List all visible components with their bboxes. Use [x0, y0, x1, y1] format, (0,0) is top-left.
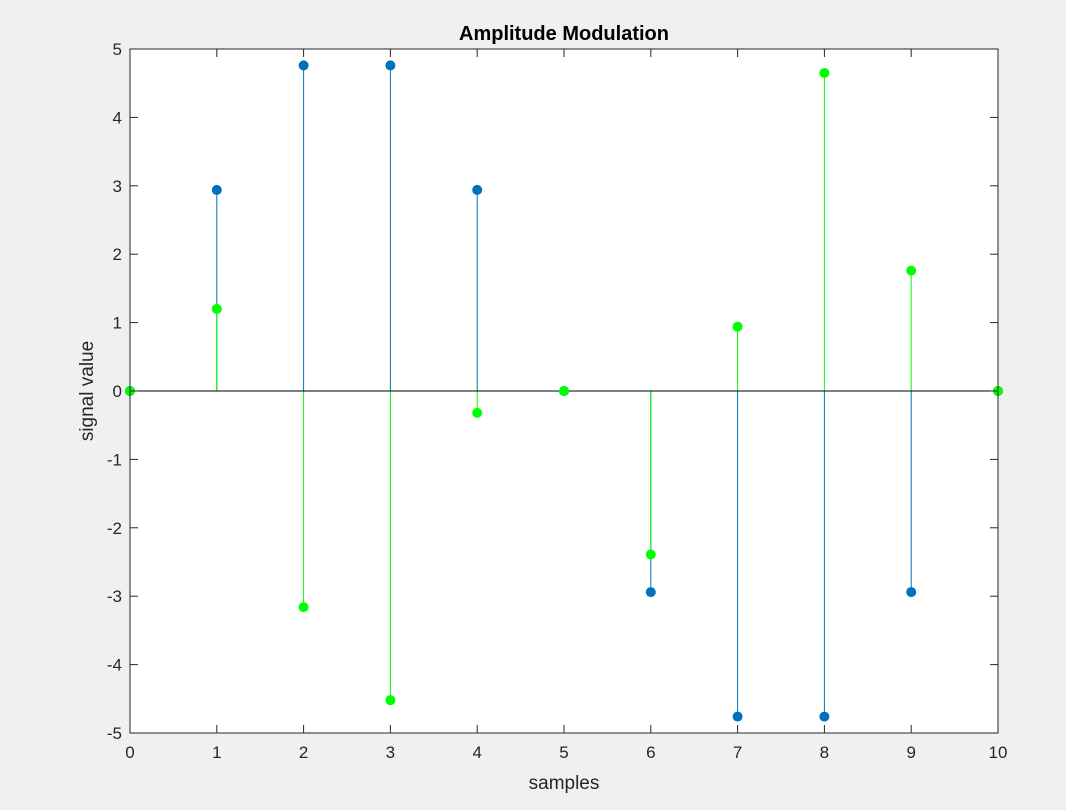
- x-axis-label: samples: [529, 773, 600, 794]
- y-tick-label: 5: [113, 40, 122, 59]
- x-tick-label: 7: [733, 743, 742, 762]
- series-1-point-3: [385, 60, 396, 71]
- chart-title: Amplitude Modulation: [459, 23, 669, 45]
- series-2-point-5: [559, 386, 569, 396]
- y-tick-label: 2: [113, 245, 122, 264]
- y-tick-label: -1: [107, 450, 122, 469]
- x-tick-label: 6: [646, 743, 655, 762]
- x-tick-label: 1: [212, 743, 221, 762]
- series-2-point-8: [819, 67, 830, 78]
- y-tick-label: -3: [107, 587, 122, 606]
- series-1-point-9: [906, 587, 917, 598]
- x-tick-label: 5: [559, 743, 568, 762]
- series-2-point-9: [906, 265, 917, 276]
- y-tick-label: 1: [113, 314, 122, 333]
- series-2-point-4: [472, 407, 483, 418]
- series-1-point-1: [211, 184, 222, 195]
- series-1-point-2: [298, 60, 309, 71]
- ticks-layer: 0 1 2 3 4 5 6 7 8 9 10 -5 -4 -3 -2 -1 0 1 2 3 4 5: [107, 40, 1008, 762]
- series-2-point-1: [211, 303, 222, 314]
- markers-layer: [125, 60, 1003, 722]
- y-axis-label: signal value: [77, 341, 98, 441]
- x-tick-label: 10: [989, 743, 1008, 762]
- series-1-point-7: [732, 711, 743, 722]
- series-2-point-7: [732, 321, 743, 332]
- x-tick-label: 8: [820, 743, 829, 762]
- y-tick-label: -5: [107, 724, 122, 743]
- y-tick-label: 0: [113, 382, 122, 401]
- y-tick-label: 4: [113, 108, 122, 127]
- series-2-point-2: [298, 602, 309, 613]
- series-2-point-3: [385, 695, 396, 706]
- series-1-point-4: [472, 184, 483, 195]
- x-tick-label: 2: [299, 743, 308, 762]
- x-tick-label: 4: [472, 743, 481, 762]
- series-2-point-6: [645, 549, 656, 560]
- x-tick-label: 3: [386, 743, 395, 762]
- y-tick-label: -2: [107, 519, 122, 538]
- x-tick-label: 0: [125, 743, 134, 762]
- x-tick-label: 9: [906, 743, 915, 762]
- series-1-point-8: [819, 711, 830, 722]
- y-tick-label: -4: [107, 656, 122, 675]
- y-tick-label: 3: [113, 177, 122, 196]
- series-layer: [216, 65, 912, 717]
- series-1-point-6: [645, 587, 656, 598]
